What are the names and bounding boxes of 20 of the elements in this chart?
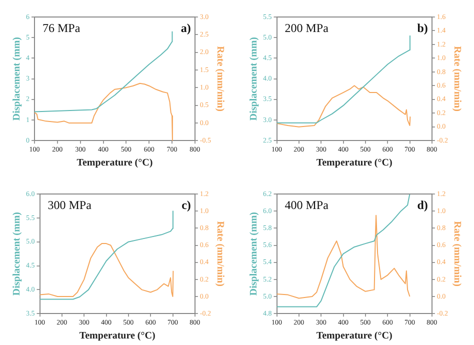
y2-axis-title: Rate (mm/min) (451, 46, 462, 112)
y-axis-title: Displacement (mm) (12, 37, 23, 121)
annotation: b) (417, 21, 428, 36)
x-axis-title: Temperature (°C) (316, 158, 392, 169)
annotation: d) (417, 198, 428, 212)
y-axis-title: Displacement (mm) (248, 212, 260, 296)
y2-axis-title: Rate (mm/min) (214, 46, 226, 112)
x-axis-title: Temperature (°C) (316, 330, 392, 342)
y-axis-title: Displacement (mm) (248, 37, 260, 121)
annotation: 300 MPa (48, 198, 92, 212)
y2-axis-title: Rate (mm/min) (451, 221, 462, 286)
annotation: c) (182, 198, 191, 212)
annotation: 76 MPa (42, 21, 81, 36)
x-axis-title: Temperature (°C) (76, 158, 153, 169)
x-axis-title: Temperature (°C) (79, 330, 156, 342)
annotation: 400 MPa (284, 198, 330, 212)
y2-axis-title: Rate (mm/min) (214, 221, 226, 286)
annotation: 200 MPa (284, 21, 330, 36)
annotation: a) (180, 21, 191, 36)
y-axis-title: Displacement (mm) (12, 212, 23, 296)
